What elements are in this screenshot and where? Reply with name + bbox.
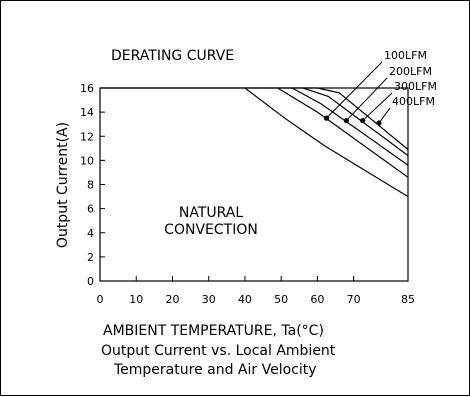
ticks-layer: 0 2 4 6 8 10 12 14 16 0 10 20 30 40 50 60 70 85 [80, 82, 415, 306]
marker-300lfm [360, 117, 366, 124]
y-tick-label-4: 4 [87, 227, 94, 240]
x-tick-label-10: 10 [129, 293, 143, 306]
caption-line-2: Temperature and Air Velocity [113, 362, 317, 378]
series-line-100lfm [277, 87, 409, 178]
y-tick-label-6: 6 [87, 203, 94, 216]
leader-line-300lfm [362, 92, 393, 121]
legend-label-100lfm: 100LFM [384, 49, 427, 62]
inner-label-line-1: NATURAL [179, 205, 243, 221]
legend-label-300lfm: 300LFM [394, 80, 437, 93]
leader-line-100lfm [326, 61, 383, 119]
marker-100lfm [323, 115, 330, 121]
x-axis-label: AMBIENT TEMPERATURE, Ta(°C) [103, 323, 324, 339]
y-tick-label-10: 10 [80, 154, 94, 167]
series-line-300lfm [302, 87, 409, 157]
series-line-200lfm [291, 87, 409, 166]
y-tick-label-2: 2 [87, 251, 94, 264]
x-tick-label-60: 60 [310, 293, 324, 306]
legend-label-400lfm: 400LFM [392, 95, 435, 108]
marker-200lfm [343, 117, 349, 124]
x-tick-label-40: 40 [238, 293, 252, 306]
marker-400lfm [376, 120, 382, 126]
x-tick-label-30: 30 [202, 293, 216, 306]
x-tick-label-20: 20 [165, 293, 179, 306]
x-tick-label-0: 0 [97, 293, 104, 306]
leader-line-400lfm [378, 107, 391, 124]
y-axis-label: Output Current(A) [55, 122, 71, 248]
leader-line-200lfm [346, 77, 388, 121]
y-tick-label-16: 16 [80, 82, 94, 95]
caption-line-1: Output Current vs. Local Ambient [101, 343, 336, 359]
y-tick-label-12: 12 [80, 130, 94, 143]
callout-layer: 100LFM 200LFM 300LFM 400LFM [323, 49, 437, 126]
series-line-natural-convection [244, 87, 409, 198]
series-line-400lfm [317, 87, 409, 150]
y-tick-label-0: 0 [87, 275, 94, 288]
y-tick-label-8: 8 [87, 179, 94, 192]
plot-area [99, 87, 409, 282]
chart-title: DERATING CURVE [111, 48, 234, 64]
inner-label-line-2: CONVECTION [164, 222, 258, 238]
legend-label-200lfm: 200LFM [389, 65, 432, 78]
x-tick-label-50: 50 [274, 293, 288, 306]
x-tick-label-85: 85 [401, 293, 415, 306]
x-tick-label-70: 70 [347, 293, 361, 306]
y-tick-label-14: 14 [80, 106, 94, 119]
series-layer [100, 87, 409, 198]
